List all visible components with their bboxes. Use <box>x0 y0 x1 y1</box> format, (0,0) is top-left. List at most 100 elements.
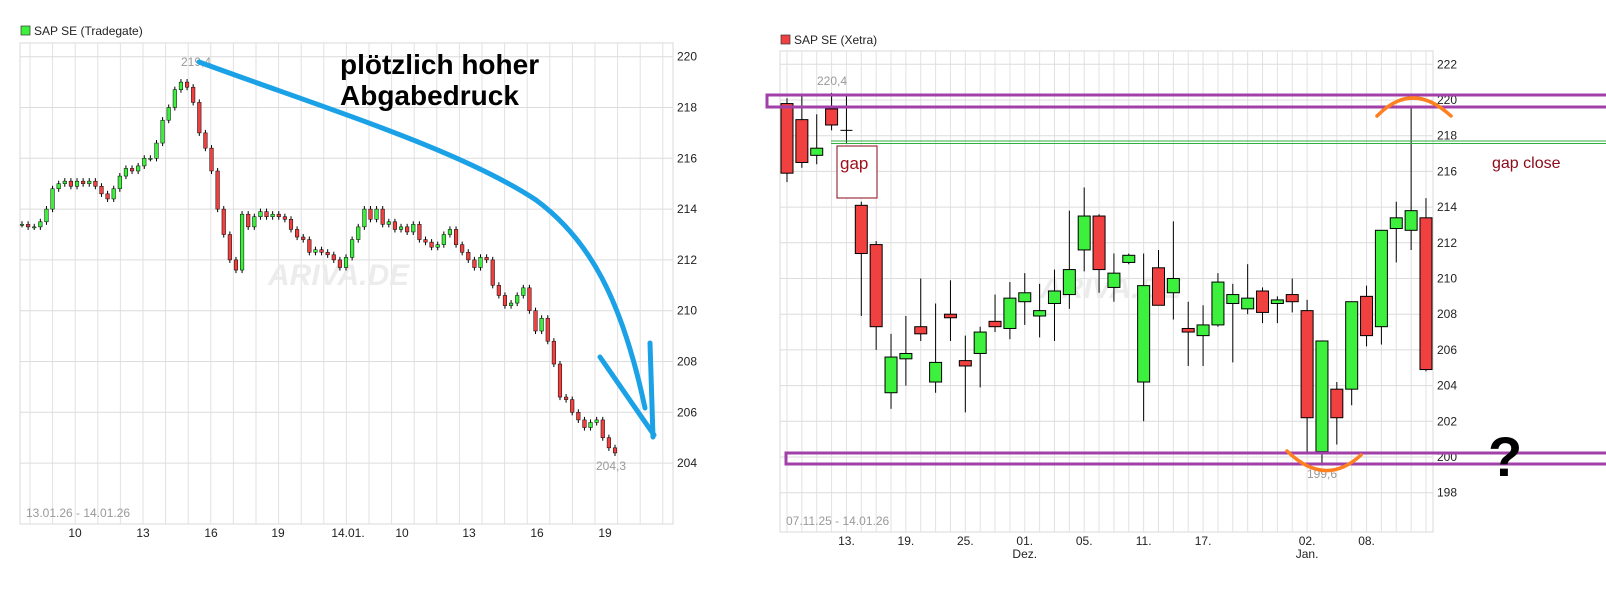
right-candle-body <box>884 356 898 394</box>
left-candle-body <box>551 340 556 365</box>
left-candle-body <box>380 208 385 225</box>
right-x-tick-label: 19. <box>898 534 915 548</box>
right-candle-body <box>1345 301 1359 390</box>
right-candle-body <box>1137 285 1151 383</box>
right-y-tick-label: 204 <box>1437 379 1457 393</box>
left-candle-body <box>160 119 165 144</box>
left-candle-body <box>246 213 251 228</box>
right-candle-body <box>899 352 913 360</box>
left-y-tick-label: 220 <box>677 50 697 64</box>
left-x-tick-label: 13 <box>136 526 150 540</box>
left-candle-body <box>564 396 569 400</box>
gap-label: gap <box>840 154 868 173</box>
right-legend-label: SAP SE (Xetra) <box>794 33 877 47</box>
left-candle-body <box>570 399 575 413</box>
left-y-tick-label: 212 <box>677 253 697 267</box>
blue-arrow-head-right <box>647 340 656 440</box>
left-candle-body <box>197 102 202 134</box>
left-candle-body <box>356 226 361 240</box>
right-x-tick-label: 08. <box>1358 534 1375 548</box>
left-candle-body <box>502 295 508 306</box>
right-range-label: 07.11.25 - 14.01.26 <box>786 514 890 528</box>
left-y-ticks: 204 206 208 210 212 214 216 218 220 <box>677 50 697 470</box>
tradegate-chart: ARIVA.DE SAP SE (Tradegate) 204206208210… <box>19 24 697 540</box>
right-candle-body <box>825 108 839 126</box>
left-candle-body <box>484 257 489 261</box>
left-candle-body <box>374 208 379 220</box>
left-candle-body <box>105 193 110 200</box>
left-candle-body <box>423 239 428 243</box>
left-x-tick-label: 14.01. <box>331 526 364 540</box>
left-candle-body <box>386 221 391 225</box>
left-x-tick-label: 16 <box>530 526 544 540</box>
right-candle-body <box>1107 272 1121 288</box>
left-x-tick-label: 16 <box>204 526 218 540</box>
left-candle-body <box>50 188 55 210</box>
left-candle-body <box>612 447 618 454</box>
left-candle-body <box>136 165 141 172</box>
left-candle-body <box>582 419 587 428</box>
right-x-tick-label: 01. <box>1016 534 1033 548</box>
right-candle-body <box>1419 217 1433 371</box>
right-candle-body <box>1374 229 1388 328</box>
left-y-tick-label: 214 <box>677 202 697 216</box>
left-candle-body <box>74 180 80 187</box>
right-candle-body <box>914 326 928 335</box>
right-plot-frame <box>779 50 1434 533</box>
right-candle-body <box>1033 310 1047 317</box>
right-candle-body <box>1181 327 1195 333</box>
left-candle-body <box>533 310 538 332</box>
right-y-tick-label: 210 <box>1437 272 1457 286</box>
left-candle-body <box>417 224 422 240</box>
right-candles <box>780 92 1433 465</box>
annotation-text-line2: Abgabedruck <box>340 80 519 111</box>
right-y-tick-label: 216 <box>1437 164 1457 178</box>
left-candle-body <box>288 219 294 230</box>
left-x-tick-label: 19 <box>598 526 612 540</box>
left-candle-body <box>435 244 440 248</box>
left-x-tick-label: 10 <box>395 526 409 540</box>
orange-top-arc <box>1375 96 1453 118</box>
left-candle-body <box>270 213 275 217</box>
left-candle-body <box>111 188 116 200</box>
right-x-tick-label: 11. <box>1136 534 1152 548</box>
orange-bottom-arc <box>1285 449 1363 473</box>
left-candle-body <box>594 419 599 423</box>
left-candle-body <box>233 259 239 271</box>
right-candle-body <box>795 119 809 163</box>
left-candle-body <box>368 208 373 220</box>
right-y-tick-label: 206 <box>1437 343 1457 357</box>
right-candle-body <box>1389 217 1403 230</box>
right-candle-body <box>988 320 1002 328</box>
left-candle-body <box>148 158 153 160</box>
left-candle-body <box>392 221 397 230</box>
left-candle-body <box>429 241 434 248</box>
left-candle-body <box>313 249 318 253</box>
left-candle-body <box>215 170 220 210</box>
left-candle-body <box>460 244 465 253</box>
right-x-tick-label: 05. <box>1076 534 1093 548</box>
right-candle-body <box>1226 294 1240 304</box>
left-candle-body <box>557 363 563 398</box>
left-y-tick-label: 210 <box>677 304 697 318</box>
right-candle-body <box>1003 297 1017 329</box>
left-candle-body <box>441 234 446 245</box>
left-candle-body <box>588 422 593 428</box>
left-candle-body <box>123 168 128 177</box>
gap-close-label: gap close <box>1492 155 1561 172</box>
left-candle-body <box>411 224 416 233</box>
left-y-tick-label: 216 <box>677 151 697 165</box>
right-x-ticks: 13. 19. 25. 01.Dez. 05. 11. 17. 02.Jan. 08. <box>838 534 1375 561</box>
right-x-month-label: Dez. <box>1012 547 1037 561</box>
left-candle-body <box>295 229 300 238</box>
left-x-tick-label: 13 <box>462 526 476 540</box>
left-candle-body <box>362 208 367 228</box>
left-candle-body <box>521 287 526 296</box>
right-candle-body <box>1330 388 1344 419</box>
left-candle-body <box>350 239 355 258</box>
right-candle-body <box>1300 310 1314 419</box>
right-candle-body <box>1152 267 1165 306</box>
left-candle-body <box>154 142 159 159</box>
right-y-tick-label: 208 <box>1437 307 1457 321</box>
